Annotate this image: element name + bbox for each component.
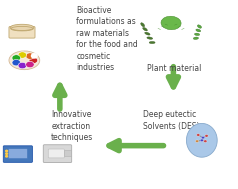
Polygon shape bbox=[186, 123, 217, 157]
Ellipse shape bbox=[149, 41, 155, 44]
Circle shape bbox=[31, 54, 37, 58]
FancyBboxPatch shape bbox=[43, 145, 72, 163]
Circle shape bbox=[12, 60, 20, 66]
FancyBboxPatch shape bbox=[8, 149, 27, 159]
Ellipse shape bbox=[143, 27, 147, 31]
Circle shape bbox=[201, 136, 205, 139]
Circle shape bbox=[26, 61, 34, 68]
Text: Bioactive
formulations as
raw materials
for the food and
cosmetic
industries: Bioactive formulations as raw materials … bbox=[76, 6, 138, 72]
Ellipse shape bbox=[10, 24, 34, 31]
FancyBboxPatch shape bbox=[64, 150, 71, 157]
Ellipse shape bbox=[194, 33, 200, 36]
Circle shape bbox=[18, 52, 27, 58]
Ellipse shape bbox=[147, 37, 153, 39]
Circle shape bbox=[195, 140, 199, 143]
Circle shape bbox=[200, 139, 203, 142]
Ellipse shape bbox=[196, 29, 201, 32]
Circle shape bbox=[204, 140, 207, 143]
Circle shape bbox=[6, 150, 8, 152]
Circle shape bbox=[6, 156, 8, 157]
Ellipse shape bbox=[161, 16, 181, 30]
Circle shape bbox=[6, 153, 8, 154]
Text: Plant material: Plant material bbox=[147, 64, 202, 73]
Circle shape bbox=[197, 134, 200, 136]
Circle shape bbox=[205, 135, 208, 137]
Ellipse shape bbox=[9, 51, 40, 70]
Ellipse shape bbox=[145, 32, 150, 35]
Circle shape bbox=[18, 62, 27, 69]
FancyBboxPatch shape bbox=[3, 146, 32, 162]
Ellipse shape bbox=[197, 25, 202, 28]
FancyBboxPatch shape bbox=[48, 149, 64, 158]
Ellipse shape bbox=[193, 37, 198, 40]
Ellipse shape bbox=[141, 23, 144, 27]
Text: Innovative
extraction
techniques: Innovative extraction techniques bbox=[50, 110, 93, 142]
FancyBboxPatch shape bbox=[9, 26, 35, 38]
Circle shape bbox=[29, 57, 38, 64]
Text: Deep eutectic
Solvents (DES): Deep eutectic Solvents (DES) bbox=[143, 110, 199, 131]
Circle shape bbox=[26, 53, 34, 59]
Circle shape bbox=[12, 55, 20, 61]
